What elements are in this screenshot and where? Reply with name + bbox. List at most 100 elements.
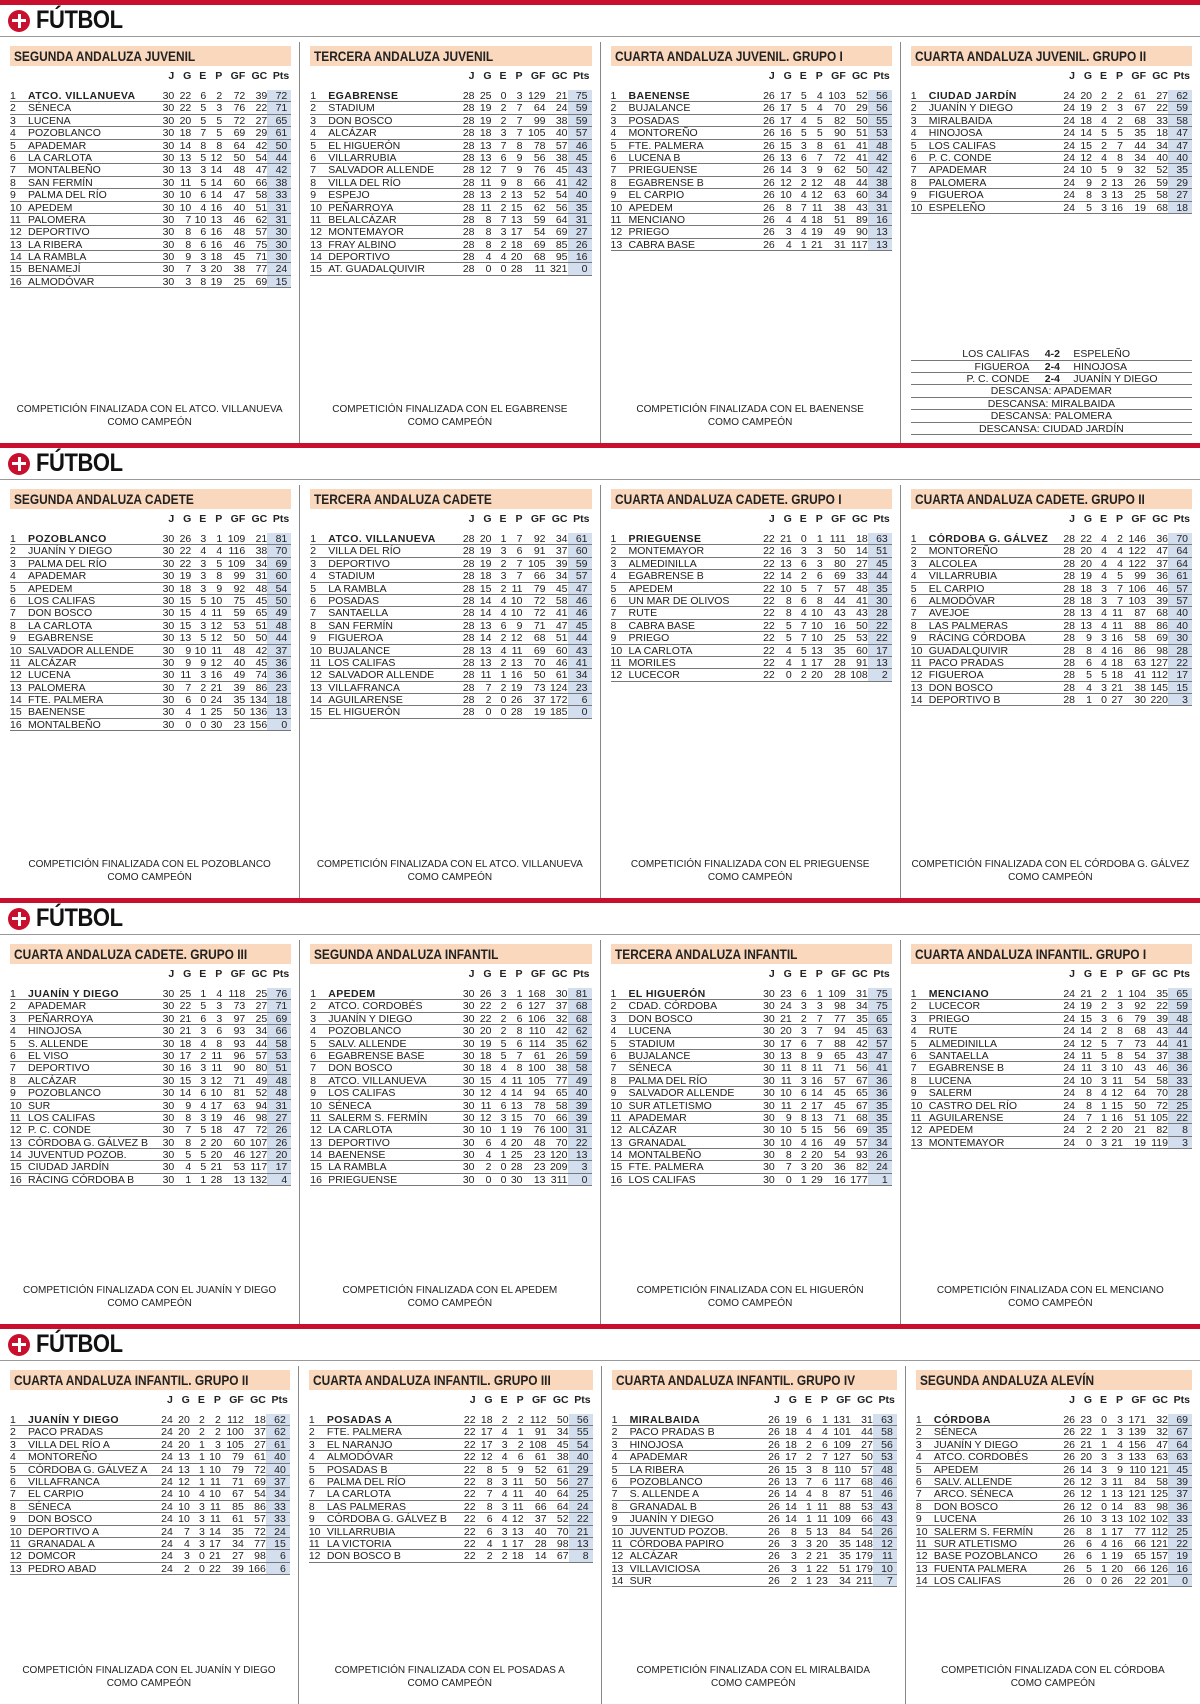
cell-lost: 2 — [216, 90, 223, 102]
champion-note-line: COMO CAMPEÓN — [1008, 872, 1093, 883]
plus-circle-icon — [8, 9, 30, 32]
cell-played: 28 — [1063, 557, 1075, 570]
cell-played: 28 — [462, 582, 475, 595]
cell-goals-against: 38 — [555, 151, 568, 164]
cell-played: 30 — [162, 1099, 175, 1112]
cell-drawn: 8 — [200, 139, 207, 152]
cell-won: 8 — [185, 1111, 192, 1124]
cell-position: 4 — [10, 127, 16, 140]
table-row: 5 POSADAS B 22 8 5 9 52 61 29 — [308, 1463, 593, 1476]
table-row: 7 SÉNECA 30 11 8 11 71 56 41 — [610, 1062, 892, 1075]
cell-position: 11 — [10, 656, 21, 669]
table-row: 9 DON BOSCO 24 10 3 11 61 57 33 — [10, 1513, 290, 1526]
champion-note-line: COMO CAMPEÓN — [407, 872, 493, 883]
cell-played: 30 — [162, 1037, 175, 1050]
cell-goals-against: 68 — [1156, 607, 1168, 620]
table-row: 5 APEDEM 26 14 3 9 110 121 45 — [915, 1463, 1192, 1476]
cell-goals-for: 93 — [233, 1037, 246, 1050]
cell-drawn: 2 — [500, 1000, 507, 1013]
table-row: 3 ALCOLEA 28 20 4 4 122 37 64 — [910, 557, 1192, 571]
cell-won: 3 — [185, 275, 192, 288]
column-header-goals-for: GF — [229, 1394, 244, 1406]
tables-grid: CUARTA ANDALUZA CADETE. GRUPO III J G E P GF G… — [0, 940, 1200, 1324]
cell-points: 36 — [267, 669, 292, 681]
cell-won: 11 — [480, 669, 492, 682]
cell-position: 7 — [310, 1062, 317, 1075]
cell-position: 5 — [910, 1037, 917, 1050]
champion-note-line: COMO CAMPEÓN — [407, 417, 493, 428]
cell-goals-for: 19 — [1134, 201, 1146, 214]
cell-goals-against: 25 — [255, 1012, 268, 1025]
cell-won: 4 — [785, 213, 792, 226]
cell-won: 13 — [479, 189, 492, 202]
cell-team: DEPORTIVO — [328, 1136, 390, 1149]
cell-won: 21 — [780, 533, 792, 545]
cell-drawn: 1 — [1101, 1562, 1107, 1575]
cell-won: 9 — [185, 1099, 192, 1112]
cell-won: 19 — [1080, 102, 1092, 115]
cell-drawn: 3 — [200, 582, 207, 595]
column-header-goals-against: GC — [552, 1394, 569, 1406]
cell-points: 45 — [1168, 1463, 1192, 1476]
cell-won: 20 — [1080, 90, 1092, 102]
cell-position: 7 — [308, 1488, 315, 1501]
cell-won: 2 — [485, 1161, 492, 1174]
cell-played: 22 — [763, 656, 775, 669]
cell-goals-against: 40 — [1156, 151, 1168, 164]
cell-position: 1 — [308, 1414, 315, 1426]
cell-drawn: 0 — [200, 694, 207, 707]
cell-points: 28 — [1168, 1087, 1192, 1099]
cell-lost: 8 — [1117, 1025, 1123, 1038]
table-row: 6 EL VISO 30 17 2 11 96 57 53 — [10, 1049, 292, 1063]
cell-won: 11 — [780, 1062, 792, 1075]
cell-team: EL CARPIO — [28, 1488, 84, 1500]
cell-position: 12 — [310, 1124, 322, 1137]
cell-won: 14 — [780, 164, 792, 177]
cell-position: 1 — [310, 533, 317, 545]
cell-played: 26 — [768, 1451, 780, 1464]
cell-goals-against: 311 — [550, 1173, 568, 1186]
cell-won: 18 — [480, 1414, 493, 1426]
cell-won: 15 — [179, 619, 192, 632]
column-header-team — [28, 70, 157, 84]
cell-goals-for: 64 — [533, 102, 546, 115]
champion-note: COMPETICIÓN FINALIZADA CON EL ATCO. VILL… — [8, 403, 291, 429]
table-row: 4 LUCENA 30 20 3 7 94 45 63 — [610, 1025, 892, 1038]
cell-played: 30 — [162, 1149, 175, 1162]
cell-goals-for: 92 — [533, 533, 546, 545]
cell-goals-against: 71 — [255, 251, 268, 264]
cell-goals-for: 133 — [1128, 1451, 1146, 1464]
cell-goals-for: 70 — [834, 102, 846, 115]
cell-played: 26 — [768, 1575, 780, 1588]
table-row: 5 S. ALLENDE 30 18 4 8 93 44 58 — [10, 1037, 292, 1050]
cell-drawn: 3 — [1101, 1513, 1107, 1526]
cell-won: 13 — [1080, 607, 1092, 620]
table-row: 11 SALERM S. FERMÍN 30 12 3 15 70 66 39 — [310, 1111, 592, 1125]
cell-played: 30 — [162, 545, 175, 558]
cell-position: 14 — [10, 694, 22, 707]
home-team: P. C. CONDE — [966, 373, 1030, 386]
cell-drawn: 2 — [501, 1414, 508, 1426]
cell-goals-against: 43 — [856, 201, 868, 214]
cell-goals-against: 48 — [255, 582, 268, 595]
table-title: CUARTA ANDALUZA JUVENIL. GRUPO II — [910, 46, 1192, 66]
cell-goals-against: 34 — [555, 533, 568, 545]
cell-lost: 7 — [1117, 582, 1123, 595]
cell-position: 4 — [915, 1451, 922, 1464]
table-row: 11 APADEMAR 30 9 8 13 71 68 35 — [610, 1111, 892, 1125]
cell-won: 25 — [479, 90, 492, 102]
cell-goals-against: 68 — [861, 1475, 873, 1488]
table-row: 12 P. C. CONDE 30 7 5 18 47 72 26 — [10, 1124, 292, 1137]
cell-team: DON BOSCO — [28, 1513, 93, 1525]
cell-goals-for: 104 — [1128, 988, 1146, 1000]
cell-position: 8 — [910, 1074, 917, 1087]
cell-position: 10 — [610, 201, 623, 214]
table-row: 11 LOS CALIFAS 28 13 2 13 70 46 41 — [310, 656, 592, 670]
column-header-lost: P — [213, 1394, 221, 1406]
table-row: 11 GRANADAL A 24 4 3 17 34 77 15 — [10, 1537, 290, 1551]
cell-points: 51 — [267, 1062, 292, 1074]
champion-note-line: COMO CAMPEÓN — [710, 1678, 796, 1689]
cell-goals-for: 122 — [1128, 545, 1146, 558]
cell-goals-for: 16 — [834, 1173, 846, 1186]
cell-lost: 11 — [512, 1488, 524, 1501]
